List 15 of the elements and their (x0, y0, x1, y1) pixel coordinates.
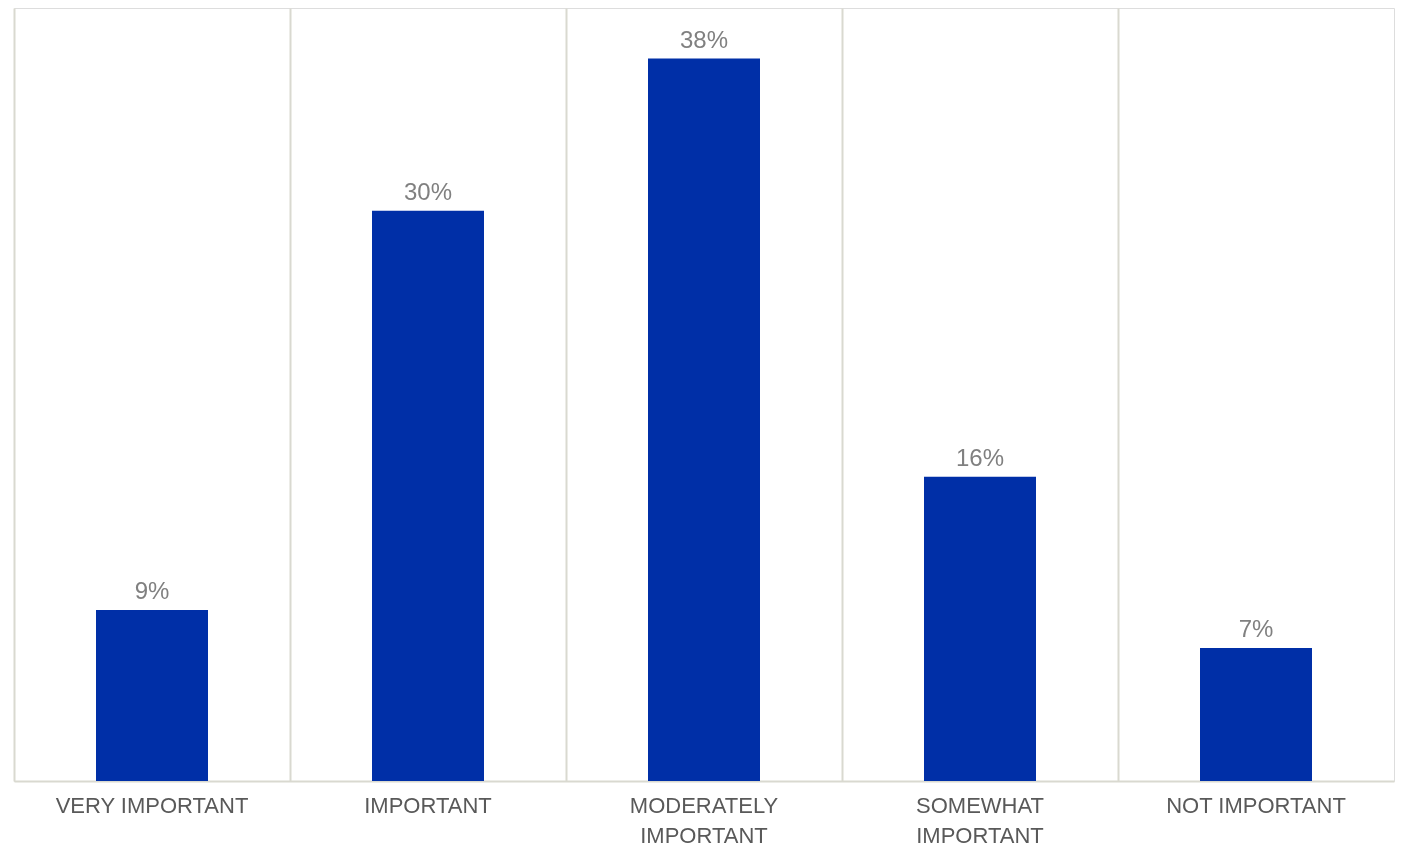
data-label: 30% (403, 177, 453, 205)
data-label: 9% (134, 576, 170, 604)
x-tick-label: MODERATELY IMPORTANT (629, 792, 779, 848)
data-label: 7% (1238, 614, 1274, 642)
x-tick-label: VERY IMPORTANT (55, 792, 249, 818)
x-tick-label: NOT IMPORTANT (1166, 792, 1346, 818)
x-tick-label: IMPORTANT (364, 792, 492, 818)
data-label: 38% (679, 25, 729, 53)
bar (96, 609, 208, 781)
bar (924, 476, 1036, 781)
bar (372, 210, 484, 781)
data-label: 16% (955, 443, 1005, 471)
bar (1200, 647, 1312, 781)
bar (648, 58, 760, 781)
x-tick-label: SOMEWHAT IMPORTANT (916, 792, 1044, 848)
